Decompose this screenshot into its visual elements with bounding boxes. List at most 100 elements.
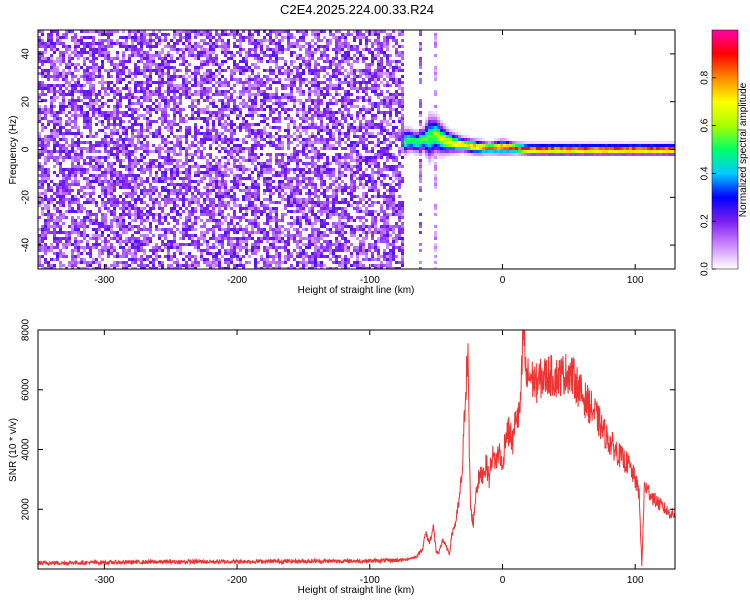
spectrogram-cell [92,60,95,63]
spectrogram-cell [248,135,251,138]
spectrogram-cell [167,150,170,153]
spectrogram-cell [203,213,206,216]
spectrogram-cell [59,195,62,198]
spectrogram-cell [212,216,215,219]
spectrogram-cell [56,42,59,45]
spectrogram-cell [143,225,146,228]
spectrogram-cell [59,93,62,96]
spectrogram-cell [326,105,329,108]
spectrogram-cell [65,192,68,195]
spectrogram-cell [215,129,218,132]
spectrogram-cell [89,96,92,99]
spectrogram-cell [113,219,116,222]
spectrogram-cell [176,222,179,225]
spectrogram-cell [107,87,110,90]
spectrogram-cell [140,105,143,108]
spectrogram-cell [260,129,263,132]
spectrogram-cell [143,156,146,159]
spectrogram-cell [122,150,125,153]
spectrogram-cell [143,63,146,66]
spectrogram-cell [239,243,242,246]
spectrogram-cell [50,102,53,105]
spectrogram-cell [254,66,257,69]
spectrogram-cell [47,159,50,162]
spectrogram-cell [83,30,86,33]
spectrogram-cell [176,204,179,207]
spectrogram-cell [299,135,302,138]
spectrogram-cell [71,195,74,198]
spectrogram-cell [119,216,122,219]
spectrogram-cell [308,183,311,186]
spectrogram-cell [89,174,92,177]
spectrogram-cell [221,126,224,129]
spectrogram-cell [239,51,242,54]
spectrogram-cell [62,180,65,183]
spectrogram-cell [140,159,143,162]
spectrogram-cell [104,171,107,174]
spectrogram-cell [44,258,47,261]
spectrogram-cell [293,123,296,126]
spectrogram-cell [233,255,236,258]
spectrogram-cell [71,180,74,183]
spectrogram-cell [170,123,173,126]
spectrogram-cell [245,69,248,72]
spectrogram-cell [98,210,101,213]
spectrogram-cell [176,138,179,141]
spectrogram-cell [98,108,101,111]
spectrogram-cell [161,72,164,75]
spectrogram-cell [242,195,245,198]
spectrogram-cell [71,207,74,210]
spectrogram-cell [272,228,275,231]
spectrogram-cell [203,78,206,81]
spectrogram-cell [164,144,167,147]
spectrogram-cell [173,207,176,210]
spectrogram-cell [254,240,257,243]
spectrogram-cell [62,99,65,102]
spectrogram-cell [167,126,170,129]
spectrogram-cell [47,216,50,219]
spectrogram-cell [239,45,242,48]
spectrogram-cell [134,51,137,54]
spectrogram-cell [59,72,62,75]
spectrogram-cell [53,48,56,51]
spectrogram-cell [227,153,230,156]
spectrogram-cell [98,150,101,153]
spectrogram-cell [212,183,215,186]
spectrogram-cell [107,81,110,84]
spectrogram-cell [110,123,113,126]
spectrogram-cell [65,237,68,240]
spectrogram-cell [146,69,149,72]
spectrogram-cell [311,114,314,117]
spectrogram-cell [323,153,326,156]
spectrogram-cell [140,135,143,138]
spectrogram-cell [128,228,131,231]
spectrogram-cell [95,228,98,231]
spectrogram-cell [200,60,203,63]
spectrogram-cell [260,81,263,84]
spectrogram-cell [44,267,47,269]
spectrogram-cell [269,165,272,168]
spectrogram-cell [41,144,44,147]
spectrogram-cell [239,36,242,39]
spectrogram-cell [98,264,101,267]
spectrogram-cell [146,87,149,90]
spectrogram-cell [170,207,173,210]
spectrogram-cell [296,192,299,195]
spectrogram-cell [239,123,242,126]
spectrogram-cell [275,90,278,93]
spectrogram-cell [323,189,326,192]
spectrogram-cell [218,165,221,168]
spectrogram-cell [245,105,248,108]
spectrogram-cell [125,126,128,129]
spectrogram-cell [38,105,41,108]
spectrogram-cell [152,246,155,249]
spectrogram-cell [119,99,122,102]
spectrogram-cell [38,87,41,90]
spectrogram-cell [206,105,209,108]
spectrogram-cell [287,240,290,243]
spectrogram-cell [314,153,317,156]
spectrogram-cell [281,66,284,69]
spectrogram-cell [239,144,242,147]
spectrogram-cell [281,213,284,216]
spectrogram-cell [134,129,137,132]
